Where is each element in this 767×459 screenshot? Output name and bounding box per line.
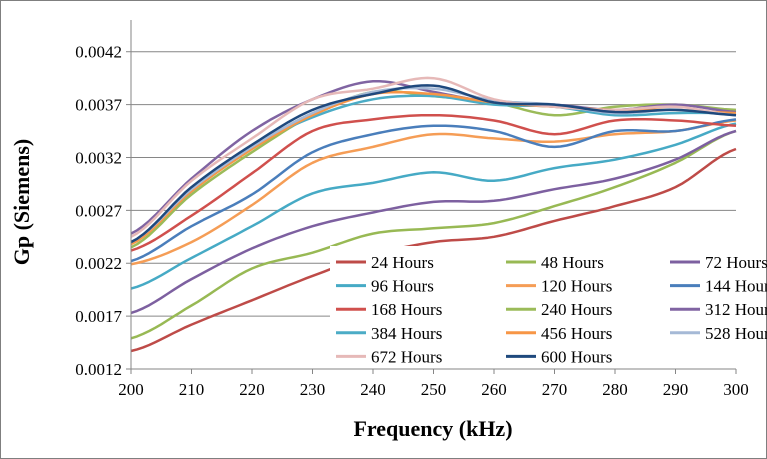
x-tick-label: 270 (542, 380, 568, 399)
legend-label: 528 Hours (705, 324, 767, 343)
axes (126, 20, 737, 374)
series-line (130, 122, 737, 290)
legend-label: 24 Hours (371, 253, 434, 272)
x-axis-title: Frequency (kHz) (353, 416, 512, 441)
y-tick-label: 0.0017 (75, 307, 122, 326)
y-tick-label: 0.0022 (75, 254, 122, 273)
legend-label: 240 Hours (541, 300, 612, 319)
series-line (130, 129, 737, 315)
x-tick-label: 210 (179, 380, 205, 399)
legend-label: 600 Hours (541, 347, 612, 366)
legend-label: 168 Hours (371, 300, 442, 319)
legend-label: 120 Hours (541, 277, 612, 296)
x-tick-label: 230 (300, 380, 326, 399)
x-tick-label: 280 (602, 380, 628, 399)
series-line (130, 76, 737, 238)
legend-label: 672 Hours (371, 347, 442, 366)
y-tick-labels: 0.0012 0.0017 0.0022 0.0027 0.0032 0.0037 0.00… (75, 43, 122, 379)
legend-label: 72 Hours (705, 253, 767, 272)
x-tick-label: 220 (239, 380, 265, 399)
legend-label: 384 Hours (371, 324, 442, 343)
x-tick-labels: 200 210 220 230 240 250 260 270 280 290 300 (118, 380, 749, 399)
x-tick-label: 260 (481, 380, 507, 399)
legend-background (330, 246, 736, 364)
y-tick-label: 0.0037 (75, 96, 122, 115)
series-line (130, 119, 737, 266)
series-line (130, 84, 737, 244)
series-line (130, 129, 737, 340)
legend-label: 144 Hours (705, 277, 767, 296)
legend: 24 Hours 48 Hours 72 Hours 96 Hours 120 Hour… (330, 246, 767, 366)
x-tick-label: 200 (118, 380, 144, 399)
series-line (130, 118, 737, 263)
x-tick-label: 300 (723, 380, 749, 399)
x-tick-label: 290 (663, 380, 689, 399)
legend-label: 48 Hours (541, 253, 604, 272)
legend-label: 96 Hours (371, 277, 434, 296)
legend-label: 312 Hours (705, 300, 767, 319)
y-axis-title: Gp (Siemens) (9, 139, 34, 266)
x-tick-label: 250 (421, 380, 447, 399)
y-tick-label: 0.0027 (75, 201, 122, 220)
legend-label: 456 Hours (541, 324, 612, 343)
y-tick-label: 0.0042 (75, 43, 122, 62)
series-line (130, 147, 737, 353)
x-tick-label: 240 (360, 380, 386, 399)
y-tick-label: 0.0012 (75, 360, 122, 379)
series-line (130, 113, 737, 252)
y-tick-label: 0.0032 (75, 148, 122, 167)
series-lines (130, 76, 737, 353)
